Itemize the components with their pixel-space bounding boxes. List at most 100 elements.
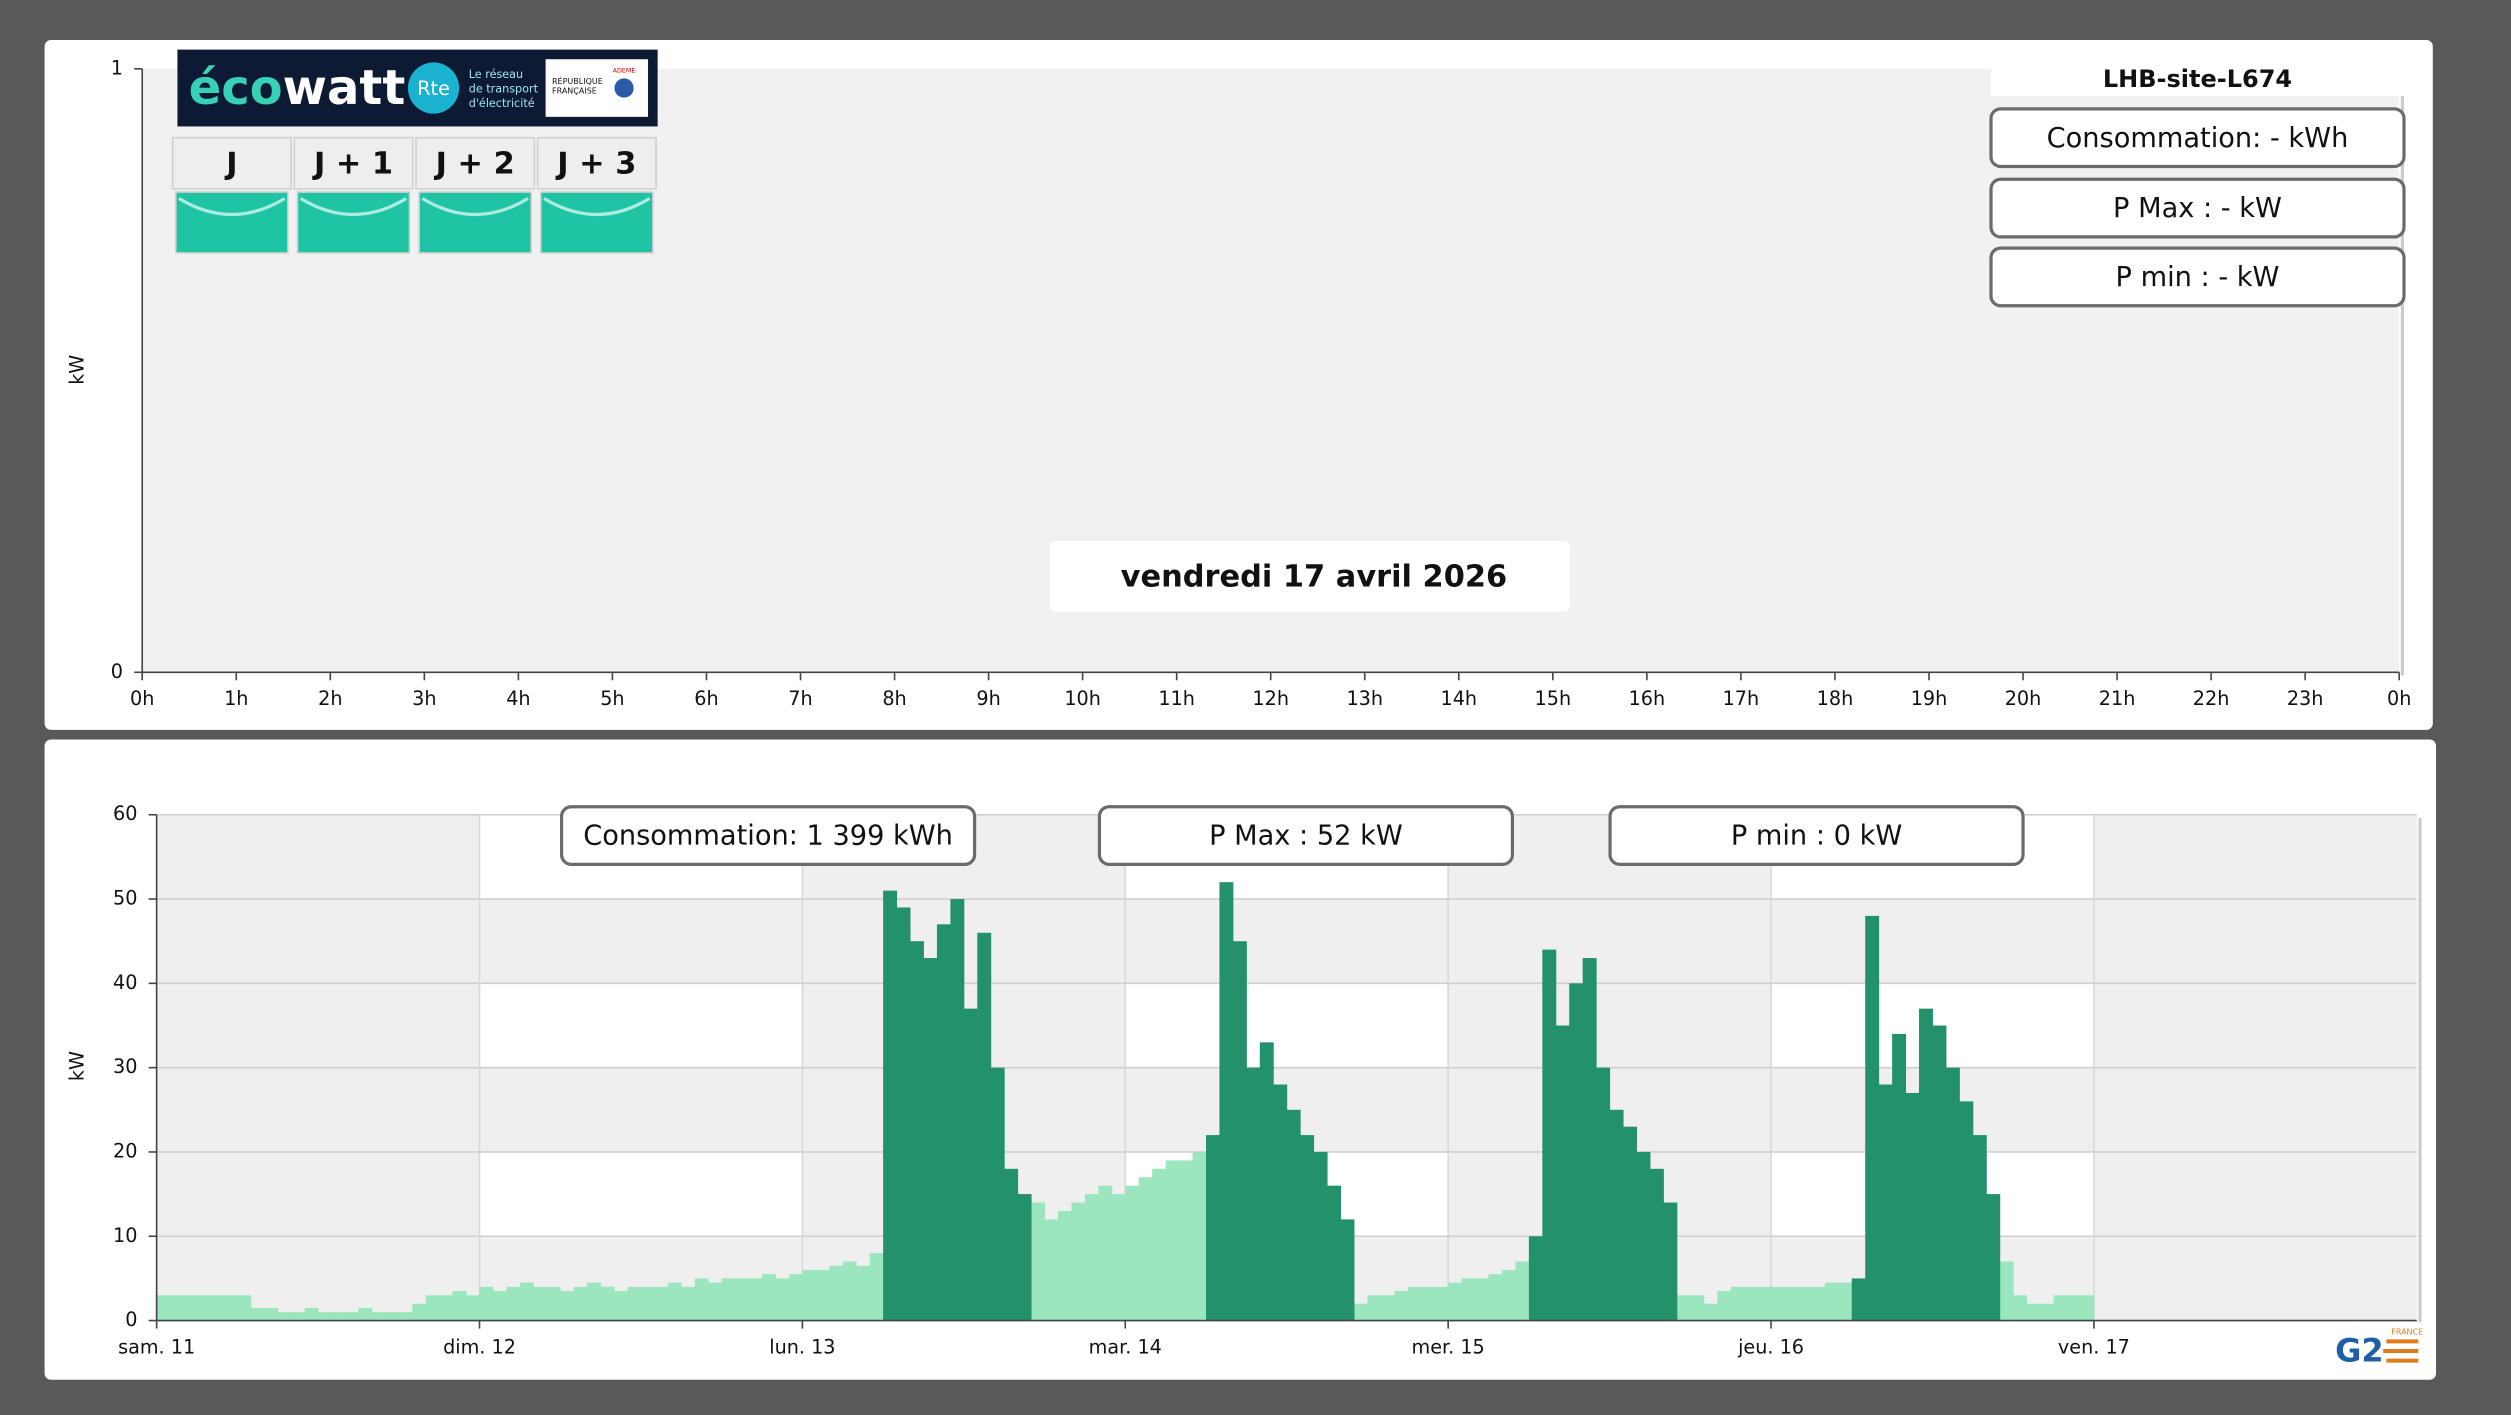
bar: [1542, 949, 1557, 1321]
bar: [1192, 1151, 1207, 1321]
x-tick-label: 2h: [318, 687, 342, 710]
y-axis-title: kW: [66, 355, 89, 385]
bar: [2053, 1295, 2068, 1321]
x-tick-label: sam. 11: [118, 1335, 195, 1358]
bar: [1501, 1269, 1516, 1321]
bar: [990, 1067, 1005, 1321]
bar: [1232, 941, 1247, 1321]
day-signal-wave: [543, 197, 651, 216]
day-signal: [296, 191, 411, 254]
bar: [1138, 1177, 1153, 1321]
x-tick-label: 16h: [1629, 687, 1666, 710]
bar: [277, 1312, 292, 1321]
x-tick-label: 23h: [2287, 687, 2324, 710]
day-label: J + 3: [555, 146, 636, 181]
bar: [2026, 1303, 2041, 1321]
bar: [1717, 1291, 1732, 1321]
x-tick-label: 19h: [1911, 687, 1948, 710]
day-label: J: [224, 146, 237, 181]
bar: [1004, 1168, 1019, 1321]
bar: [950, 899, 965, 1321]
bar: [1609, 1109, 1624, 1321]
x-tick-label: 10h: [1064, 687, 1101, 710]
bar: [829, 1265, 844, 1321]
bar: [815, 1269, 830, 1321]
bar: [1219, 882, 1234, 1321]
day-signal-wave: [178, 197, 286, 216]
x-tick-label: 9h: [976, 687, 1000, 710]
bar: [1703, 1303, 1718, 1321]
bar: [1017, 1194, 1032, 1321]
bar: [667, 1282, 682, 1321]
y-tick-label: 10: [113, 1224, 137, 1247]
bar: [304, 1307, 319, 1321]
bar: [788, 1274, 803, 1321]
x-tick-label: 1h: [224, 687, 248, 710]
bar: [1596, 1067, 1611, 1321]
stat-box: [1097, 805, 1515, 866]
bar: [883, 890, 898, 1321]
bar: [1475, 1278, 1489, 1321]
y-tick-label: 60: [113, 802, 137, 825]
bar: [1031, 1202, 1046, 1321]
stat-text: P Max : - kW: [2113, 193, 2282, 224]
bar: [264, 1307, 279, 1321]
day-signal: [539, 191, 654, 254]
bar: [223, 1295, 238, 1321]
day-signal-wave: [299, 197, 408, 216]
bar: [546, 1286, 561, 1321]
bar: [1179, 1160, 1194, 1321]
ecowatt-title: écowatt: [189, 60, 406, 116]
bar: [1313, 1151, 1328, 1321]
x-tick-label: mar. 14: [1089, 1335, 1162, 1358]
brand-name: G2: [2335, 1332, 2384, 1370]
bar: [1353, 1303, 1368, 1321]
bar: [183, 1295, 198, 1321]
day-signal-wave: [421, 197, 529, 216]
x-tick-label: 20h: [2005, 687, 2042, 710]
republique-text: FRANÇAISE: [552, 87, 597, 96]
bar: [2067, 1295, 2081, 1321]
stat-box: [1989, 177, 2406, 239]
bar: [614, 1291, 628, 1321]
bar: [506, 1286, 521, 1321]
bar: [1273, 1084, 1288, 1321]
x-tick-label: 21h: [2099, 687, 2136, 710]
x-tick-label: 18h: [1817, 687, 1854, 710]
bar: [1434, 1286, 1449, 1321]
bar: [210, 1295, 225, 1321]
bar: [802, 1269, 817, 1321]
bar: [425, 1295, 440, 1321]
stat-text: Consommation: - kWh: [2047, 123, 2349, 154]
day-button: [415, 136, 536, 190]
x-tick-label: 3h: [412, 687, 436, 710]
bottom-stats: Consommation: 1 399 kWh P Max : 52 kW P mi…: [560, 805, 2025, 866]
bar: [291, 1312, 306, 1321]
plot-cell: [479, 1151, 803, 1237]
day-button: [536, 136, 657, 190]
bar: [775, 1278, 790, 1321]
bars: [156, 882, 2095, 1321]
bar: [1165, 1160, 1180, 1321]
stat-box: [560, 805, 977, 866]
bar: [842, 1261, 857, 1321]
bar: [587, 1282, 602, 1321]
bar: [398, 1312, 413, 1321]
bar: [1905, 1092, 1920, 1321]
bar: [1259, 1042, 1274, 1321]
bar: [977, 932, 992, 1321]
brand-mark: [2383, 1339, 2419, 1363]
day-button: [293, 136, 414, 190]
y-tick-label: 40: [113, 971, 137, 994]
bar: [1771, 1286, 1785, 1321]
bar: [492, 1291, 507, 1321]
brand-logo: G2 FRANCE: [2325, 1322, 2428, 1374]
bar: [1690, 1295, 1705, 1321]
bar: [936, 924, 951, 1321]
stat-text: P min : - kW: [2116, 262, 2280, 293]
x-tick-label: 7h: [788, 687, 812, 710]
bar: [627, 1286, 642, 1321]
y-tick-label: 30: [113, 1055, 137, 1078]
bar: [331, 1312, 346, 1321]
